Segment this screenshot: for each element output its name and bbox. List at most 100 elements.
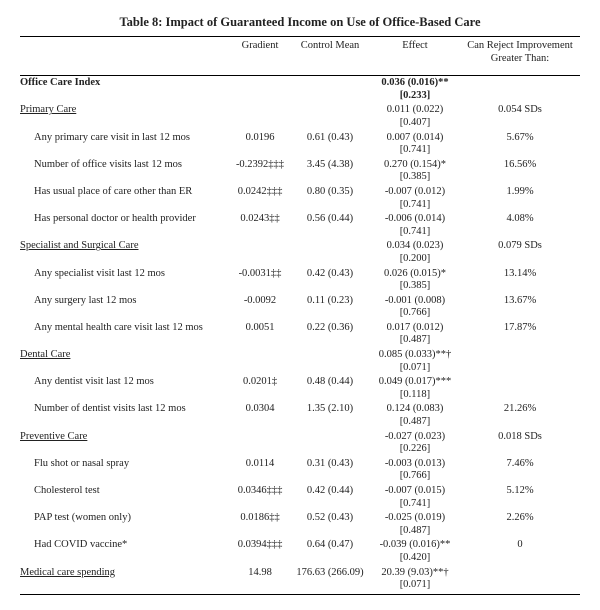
row-reject: 13.14% bbox=[460, 267, 580, 281]
row-label: Number of office visits last 12 mos bbox=[20, 158, 230, 172]
row-q: [0.385] bbox=[370, 280, 460, 294]
row-reject: 5.67% bbox=[460, 131, 580, 145]
row-reject: 4.08% bbox=[460, 212, 580, 226]
row-gradient: 0.0201‡ bbox=[230, 375, 290, 389]
medical-spending-q: [0.071] bbox=[370, 579, 460, 594]
row-effect: -0.039 (0.016)** bbox=[370, 538, 460, 552]
table-title: Table 8: Impact of Guaranteed Income on … bbox=[20, 15, 580, 30]
row-effect: -0.007 (0.012) bbox=[370, 185, 460, 199]
section-reject bbox=[460, 348, 580, 362]
section-header: Primary Care bbox=[20, 103, 230, 117]
row-reject: 1.99% bbox=[460, 185, 580, 199]
row-effect: -0.007 (0.015) bbox=[370, 484, 460, 498]
section-q: [0.226] bbox=[370, 443, 460, 457]
row-effect: -0.006 (0.014) bbox=[370, 212, 460, 226]
row-control-mean: 0.80 (0.35) bbox=[290, 185, 370, 199]
row-reject: 0 bbox=[460, 538, 580, 552]
medical-spending-control-mean: 176.63 (266.09) bbox=[290, 566, 370, 580]
section-header: Specialist and Surgical Care bbox=[20, 239, 230, 253]
row-label: Cholesterol test bbox=[20, 484, 230, 498]
row-reject: 17.87% bbox=[460, 321, 580, 335]
row-label: Has usual place of care other than ER bbox=[20, 185, 230, 199]
row-label: PAP test (women only) bbox=[20, 511, 230, 525]
row-reject: 5.12% bbox=[460, 484, 580, 498]
section-effect: -0.027 (0.023) bbox=[370, 430, 460, 444]
row-label: Has personal doctor or health provider bbox=[20, 212, 230, 226]
row-control-mean: 0.64 (0.47) bbox=[290, 538, 370, 552]
row-q: [0.487] bbox=[370, 334, 460, 348]
row-control-mean: 0.42 (0.43) bbox=[290, 267, 370, 281]
row-effect: 0.270 (0.154)* bbox=[370, 158, 460, 172]
row-effect: -0.003 (0.013) bbox=[370, 457, 460, 471]
row-gradient: 0.0242‡‡‡ bbox=[230, 185, 290, 199]
row-q: [0.487] bbox=[370, 416, 460, 430]
row-control-mean: 3.45 (4.38) bbox=[290, 158, 370, 172]
office-care-index-label: Office Care Index bbox=[20, 76, 230, 90]
section-q: [0.407] bbox=[370, 117, 460, 131]
row-reject: 16.56% bbox=[460, 158, 580, 172]
row-effect: -0.001 (0.008) bbox=[370, 294, 460, 308]
section-header: Dental Care bbox=[20, 348, 230, 362]
row-q: [0.487] bbox=[370, 525, 460, 539]
row-reject: 21.26% bbox=[460, 402, 580, 416]
row-gradient: 0.0186‡‡ bbox=[230, 511, 290, 525]
row-q: [0.766] bbox=[370, 307, 460, 321]
section-effect: 0.034 (0.023) bbox=[370, 239, 460, 253]
section-effect: 0.011 (0.022) bbox=[370, 103, 460, 117]
row-gradient: 0.0114 bbox=[230, 457, 290, 471]
row-gradient: 0.0051 bbox=[230, 321, 290, 335]
medical-spending-effect: 20.39 (9.03)**† bbox=[370, 566, 460, 580]
row-reject: 7.46% bbox=[460, 457, 580, 471]
row-effect: 0.017 (0.012) bbox=[370, 321, 460, 335]
row-reject: 2.26% bbox=[460, 511, 580, 525]
row-control-mean: 0.61 (0.43) bbox=[290, 131, 370, 145]
row-gradient: -0.2392‡‡‡ bbox=[230, 158, 290, 172]
row-gradient: 0.0394‡‡‡ bbox=[230, 538, 290, 552]
row-control-mean: 0.11 (0.23) bbox=[290, 294, 370, 308]
row-control-mean: 0.52 (0.43) bbox=[290, 511, 370, 525]
row-label: Any primary care visit in last 12 mos bbox=[20, 131, 230, 145]
row-label: Any mental health care visit last 12 mos bbox=[20, 321, 230, 335]
section-reject: 0.018 SDs bbox=[460, 430, 580, 444]
office-care-index-q: [0.233] bbox=[370, 90, 460, 104]
row-effect: 0.007 (0.014) bbox=[370, 131, 460, 145]
row-control-mean: 0.31 (0.43) bbox=[290, 457, 370, 471]
row-gradient: -0.0031‡‡ bbox=[230, 267, 290, 281]
row-effect: 0.049 (0.017)*** bbox=[370, 375, 460, 389]
row-effect: 0.026 (0.015)* bbox=[370, 267, 460, 281]
row-effect: 0.124 (0.083) bbox=[370, 402, 460, 416]
section-effect: 0.085 (0.033)**† bbox=[370, 348, 460, 362]
section-reject: 0.079 SDs bbox=[460, 239, 580, 253]
row-control-mean: 0.22 (0.36) bbox=[290, 321, 370, 335]
data-table: Gradient Control Mean Effect Can Reject … bbox=[20, 36, 580, 595]
row-reject: 13.67% bbox=[460, 294, 580, 308]
row-label: Number of dentist visits last 12 mos bbox=[20, 402, 230, 416]
medical-spending-label: Medical care spending bbox=[20, 566, 230, 580]
row-q: [0.741] bbox=[370, 226, 460, 240]
row-gradient: 0.0346‡‡‡ bbox=[230, 484, 290, 498]
row-q: [0.420] bbox=[370, 552, 460, 566]
row-gradient: 0.0196 bbox=[230, 131, 290, 145]
col-gradient: Gradient bbox=[230, 37, 290, 76]
row-label: Any specialist visit last 12 mos bbox=[20, 267, 230, 281]
row-gradient: 0.0304 bbox=[230, 402, 290, 416]
col-control-mean: Control Mean bbox=[290, 37, 370, 76]
row-control-mean: 0.56 (0.44) bbox=[290, 212, 370, 226]
row-gradient: 0.0243‡‡ bbox=[230, 212, 290, 226]
section-q: [0.071] bbox=[370, 362, 460, 376]
section-header: Preventive Care bbox=[20, 430, 230, 444]
office-care-index-effect: 0.036 (0.016)** bbox=[370, 76, 460, 90]
row-reject bbox=[460, 375, 580, 389]
row-effect: -0.025 (0.019) bbox=[370, 511, 460, 525]
row-q: [0.118] bbox=[370, 389, 460, 403]
col-effect: Effect bbox=[370, 37, 460, 76]
row-q: [0.385] bbox=[370, 171, 460, 185]
row-q: [0.741] bbox=[370, 199, 460, 213]
row-label: Any dentist visit last 12 mos bbox=[20, 375, 230, 389]
row-q: [0.766] bbox=[370, 470, 460, 484]
row-control-mean: 0.42 (0.44) bbox=[290, 484, 370, 498]
row-control-mean: 1.35 (2.10) bbox=[290, 402, 370, 416]
section-q: [0.200] bbox=[370, 253, 460, 267]
row-q: [0.741] bbox=[370, 498, 460, 512]
row-gradient: -0.0092 bbox=[230, 294, 290, 308]
